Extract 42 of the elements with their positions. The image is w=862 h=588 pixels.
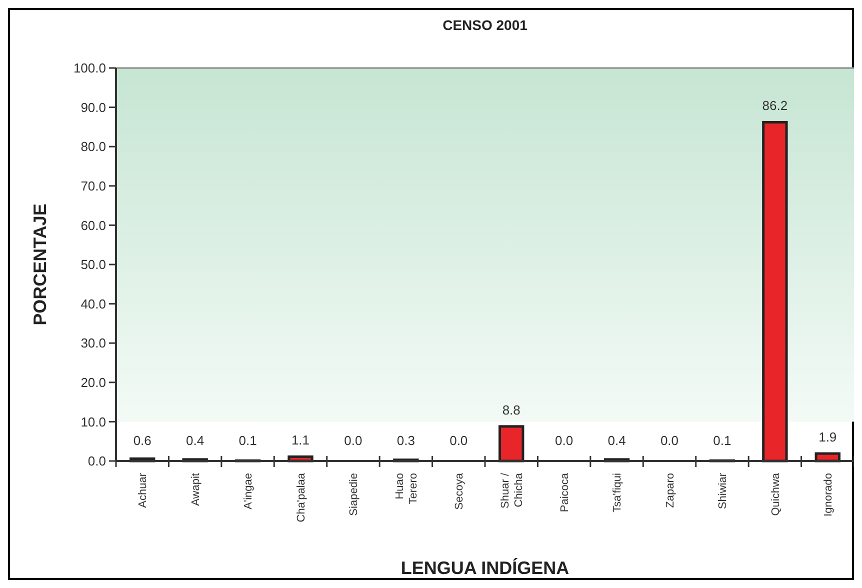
data-label: 1.9	[818, 430, 837, 445]
x-tick-label: Secoya	[453, 472, 466, 510]
data-label: 0.0	[450, 433, 468, 448]
data-label: 0.0	[555, 433, 574, 448]
y-tick-label: 30.0	[80, 336, 106, 351]
x-tick-label: Ignorado	[822, 473, 834, 516]
y-tick-label: 10.0	[80, 414, 106, 430]
data-label: 0.0	[344, 433, 362, 448]
data-label: 0.4	[186, 433, 204, 448]
x-tick-label: Zaparo	[664, 473, 676, 508]
data-label: 0.0	[660, 433, 679, 448]
x-axis-title: LENGUA INDÍGENA	[400, 558, 570, 578]
x-tick-label: Cha'palaa	[295, 472, 308, 522]
y-tick-label: 0.0	[88, 454, 106, 469]
data-label: 0.6	[133, 433, 152, 448]
x-tick-label: Paicoca	[558, 472, 571, 512]
x-tick-label: Tsa'fiqui	[612, 473, 624, 512]
y-tick-label: 20.0	[80, 374, 106, 390]
x-tick-label: Quichwa	[770, 472, 782, 516]
y-tick-label: 50.0	[80, 257, 106, 272]
x-tick-label: Shiwiar	[717, 472, 730, 510]
y-tick-label: 80.0	[80, 139, 106, 154]
x-tick-label: Huao Terero	[394, 473, 420, 504]
data-label: 0.4	[608, 433, 626, 448]
y-tick-label: 70.0	[80, 178, 106, 194]
y-tick-label: 40.0	[80, 296, 106, 312]
data-label: 1.1	[291, 432, 310, 448]
y-tick-label: 100.0	[73, 60, 106, 76]
y-axis-title: PORCENTAJE	[30, 204, 50, 326]
data-label: 0.3	[396, 433, 415, 448]
y-tick-label: 60.0	[80, 218, 106, 233]
data-label: 86.2	[762, 98, 788, 114]
chart-title: CENSO 2001	[442, 17, 528, 33]
x-tick-label: Siapedie	[348, 473, 360, 516]
y-tick-label: 90.0	[80, 100, 106, 115]
x-tick-label: Achuar	[137, 472, 150, 508]
data-label: 0.1	[713, 433, 732, 448]
x-tick-label: A'ingae	[242, 473, 255, 510]
data-label: 0.1	[238, 433, 257, 448]
x-tick-label: Shuar / Chicha	[500, 472, 525, 508]
data-label: 8.8	[502, 402, 520, 418]
x-tick-label: Awapit	[190, 473, 202, 506]
